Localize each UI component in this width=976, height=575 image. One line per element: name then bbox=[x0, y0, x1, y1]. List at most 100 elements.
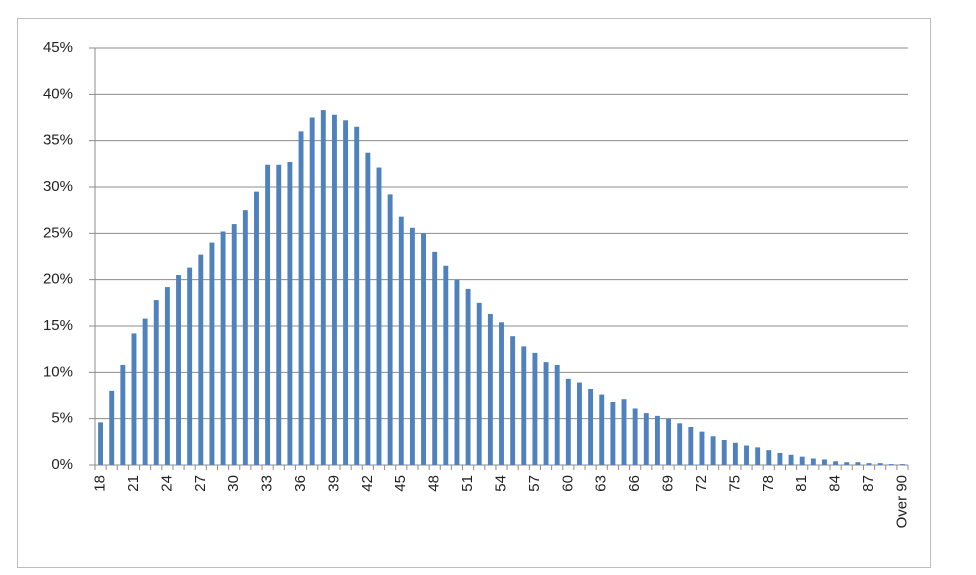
bar bbox=[588, 389, 594, 465]
bar bbox=[632, 408, 638, 465]
bar bbox=[855, 462, 861, 465]
bar bbox=[643, 413, 649, 465]
x-tick-label: 60 bbox=[559, 475, 576, 492]
x-tick-label: 18 bbox=[92, 475, 109, 492]
bar bbox=[242, 210, 248, 465]
bar bbox=[688, 427, 694, 465]
bar bbox=[521, 346, 527, 465]
bar bbox=[888, 464, 894, 465]
bar bbox=[721, 439, 727, 465]
bar bbox=[499, 322, 504, 465]
bar bbox=[877, 463, 883, 465]
bar bbox=[131, 333, 137, 465]
bar bbox=[766, 450, 772, 465]
x-tick-label: 27 bbox=[192, 475, 209, 492]
bar bbox=[164, 287, 170, 465]
bar bbox=[287, 161, 293, 466]
bar bbox=[710, 436, 716, 465]
bar bbox=[209, 242, 215, 465]
x-tick-label: 78 bbox=[760, 475, 777, 492]
x-tick-label: 57 bbox=[526, 475, 543, 492]
x-tick-label: Over 90 bbox=[893, 475, 910, 528]
bar bbox=[599, 394, 605, 465]
bar bbox=[610, 401, 616, 465]
bar bbox=[454, 279, 460, 465]
bar bbox=[543, 362, 549, 465]
bar bbox=[487, 313, 493, 465]
bar bbox=[320, 110, 326, 465]
bar bbox=[532, 352, 538, 465]
bar bbox=[432, 251, 438, 465]
bar bbox=[866, 463, 872, 465]
bar bbox=[365, 152, 371, 466]
y-tick-label: 25% bbox=[43, 224, 73, 241]
x-tick-label: 24 bbox=[158, 475, 175, 492]
y-tick-label: 30% bbox=[43, 178, 73, 195]
bar bbox=[421, 233, 426, 465]
bar bbox=[409, 227, 415, 465]
bar bbox=[220, 231, 226, 465]
y-tick-label: 35% bbox=[43, 132, 73, 149]
x-tick-label: 33 bbox=[259, 475, 276, 492]
y-tick-label: 45% bbox=[43, 39, 73, 56]
bar bbox=[398, 216, 404, 465]
x-tick-label: 42 bbox=[359, 475, 376, 492]
bar bbox=[309, 117, 315, 465]
x-tick-label: 45 bbox=[392, 475, 409, 492]
bar bbox=[899, 464, 905, 465]
bar bbox=[343, 120, 349, 465]
x-tick-label: 69 bbox=[660, 475, 677, 492]
bar bbox=[799, 456, 805, 465]
x-tick-label: 21 bbox=[125, 475, 142, 492]
bar bbox=[98, 422, 104, 465]
bar bbox=[231, 224, 237, 465]
bar bbox=[822, 459, 827, 465]
x-tick-label: 63 bbox=[593, 475, 610, 492]
bar bbox=[755, 447, 761, 465]
bar bbox=[844, 462, 850, 465]
bar bbox=[833, 461, 839, 465]
bar bbox=[187, 267, 193, 465]
x-tick-label: 36 bbox=[292, 475, 309, 492]
x-tick-label: 51 bbox=[459, 475, 476, 492]
bar bbox=[120, 364, 126, 465]
bar bbox=[810, 458, 816, 465]
y-tick-label: 20% bbox=[43, 271, 73, 288]
x-tick-label: 72 bbox=[693, 475, 710, 492]
bar bbox=[387, 194, 393, 465]
bar bbox=[198, 254, 204, 465]
bar bbox=[254, 191, 259, 465]
x-tick-label: 48 bbox=[426, 475, 443, 492]
bar bbox=[654, 415, 660, 465]
bar bbox=[621, 399, 627, 465]
bar bbox=[699, 431, 705, 465]
bar bbox=[276, 164, 282, 465]
bar bbox=[565, 378, 571, 465]
bar bbox=[476, 302, 482, 465]
bar bbox=[298, 131, 304, 465]
bar bbox=[465, 288, 471, 465]
bar bbox=[577, 382, 582, 465]
x-tick-label: 75 bbox=[726, 475, 743, 492]
x-tick-label: 66 bbox=[626, 475, 643, 492]
bar bbox=[510, 336, 516, 465]
y-tick-label: 10% bbox=[43, 363, 73, 380]
bar bbox=[443, 265, 449, 465]
bar bbox=[153, 300, 159, 465]
bar bbox=[666, 418, 672, 465]
bar bbox=[109, 390, 115, 465]
y-tick-label: 40% bbox=[43, 85, 73, 102]
bar bbox=[354, 126, 360, 466]
y-tick-label: 15% bbox=[43, 317, 73, 334]
bar bbox=[176, 275, 181, 465]
bar bbox=[744, 445, 749, 465]
bar bbox=[554, 364, 560, 465]
bar bbox=[732, 442, 738, 465]
y-tick-label: 5% bbox=[51, 410, 73, 427]
x-tick-label: 39 bbox=[325, 475, 342, 492]
x-tick-label: 87 bbox=[860, 475, 877, 492]
bar bbox=[265, 164, 271, 465]
y-tick-label: 0% bbox=[51, 456, 73, 473]
bar bbox=[677, 423, 683, 465]
